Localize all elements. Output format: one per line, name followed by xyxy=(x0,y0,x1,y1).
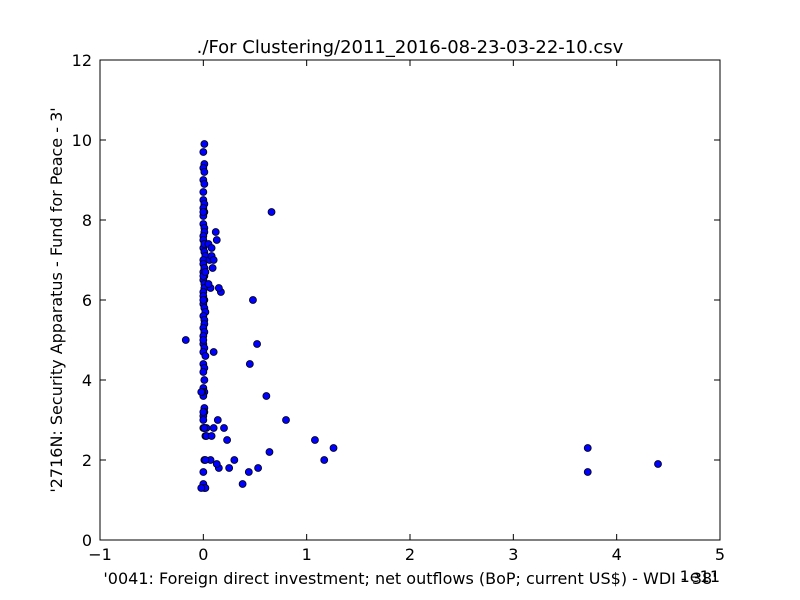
scatter-point xyxy=(200,180,209,188)
scatter-point xyxy=(209,348,218,356)
scatter-point xyxy=(199,208,208,216)
scatter-point xyxy=(267,208,276,216)
scatter-point xyxy=(199,368,208,376)
scatter-point xyxy=(213,416,222,424)
scatter-point xyxy=(265,448,274,456)
scatter-point xyxy=(199,408,208,416)
scatter-point xyxy=(199,468,208,476)
scatter-point xyxy=(249,296,257,304)
scatter-point xyxy=(583,468,592,476)
scatter-point xyxy=(197,484,206,492)
scatter-point xyxy=(204,280,213,288)
y-tick-label: 10 xyxy=(72,131,92,150)
scatter-point xyxy=(238,480,247,488)
scatter-point xyxy=(200,376,209,384)
scatter-point xyxy=(212,460,221,468)
scatter-point xyxy=(230,456,239,464)
scatter-point xyxy=(200,168,209,176)
scatter-point xyxy=(654,460,662,468)
scatter-point xyxy=(181,336,190,344)
scatter-point xyxy=(223,436,232,444)
scatter-point xyxy=(329,444,338,452)
y-tick-label: 2 xyxy=(82,451,92,470)
y-tick-label: 0 xyxy=(82,531,92,550)
x-tick-label: 1 xyxy=(302,545,312,564)
y-axis-label: '2716N: Security Apparatus - Fund for Pe… xyxy=(47,107,66,492)
y-tick-label: 6 xyxy=(82,291,92,310)
scatter-point xyxy=(220,424,228,432)
scatter-point xyxy=(200,140,209,148)
scatter-point xyxy=(282,416,290,424)
scatter-point xyxy=(212,236,221,244)
scatter-point xyxy=(209,256,218,264)
x-axis-label: '0041: Foreign direct investment; net ou… xyxy=(103,569,716,588)
scatter-point xyxy=(253,340,261,348)
scatter-point xyxy=(199,188,208,196)
scatter-point xyxy=(214,284,223,292)
x-axis-offset-label: 1e11 xyxy=(680,567,720,586)
scatter-point xyxy=(583,444,592,452)
scatter-point xyxy=(211,228,220,236)
scatter-point xyxy=(200,424,209,432)
scatter-point xyxy=(244,468,253,476)
scatter-point xyxy=(207,432,216,440)
scatter-point xyxy=(209,424,218,432)
scatter-point xyxy=(201,456,210,464)
scatter-point xyxy=(199,148,208,156)
scatter-point xyxy=(201,268,210,276)
y-axis-ticks: 0 2 4 6 8 10 12 xyxy=(72,51,720,550)
scatter-point xyxy=(197,388,206,396)
chart-title: ./For Clustering/2011_2016-08-23-03-22-1… xyxy=(197,37,624,58)
scatter-point xyxy=(225,464,234,472)
scatter-point xyxy=(254,464,263,472)
scatter-point xyxy=(199,336,208,344)
x-tick-label: −1 xyxy=(88,545,112,564)
y-tick-label: 8 xyxy=(82,211,92,230)
scatter-point xyxy=(199,296,208,304)
scatter-point xyxy=(311,436,319,444)
scatter-point xyxy=(320,456,329,464)
scatter-point xyxy=(245,360,254,368)
x-tick-label: 3 xyxy=(508,545,518,564)
y-tick-label: 12 xyxy=(72,51,92,70)
x-tick-label: 0 xyxy=(198,545,208,564)
scatter-point xyxy=(201,352,210,360)
x-tick-label: 2 xyxy=(405,545,415,564)
scatter-point xyxy=(207,244,216,252)
x-tick-label: 4 xyxy=(612,545,622,564)
y-tick-label: 4 xyxy=(82,371,92,390)
x-axis-ticks: −1 0 1 2 3 4 5 xyxy=(88,60,725,564)
scatter-point xyxy=(199,416,208,424)
plot-area xyxy=(100,60,720,540)
x-tick-label: 5 xyxy=(715,545,725,564)
scatter-points xyxy=(181,140,662,492)
scatter-point xyxy=(262,392,271,400)
scatter-point xyxy=(208,264,217,272)
